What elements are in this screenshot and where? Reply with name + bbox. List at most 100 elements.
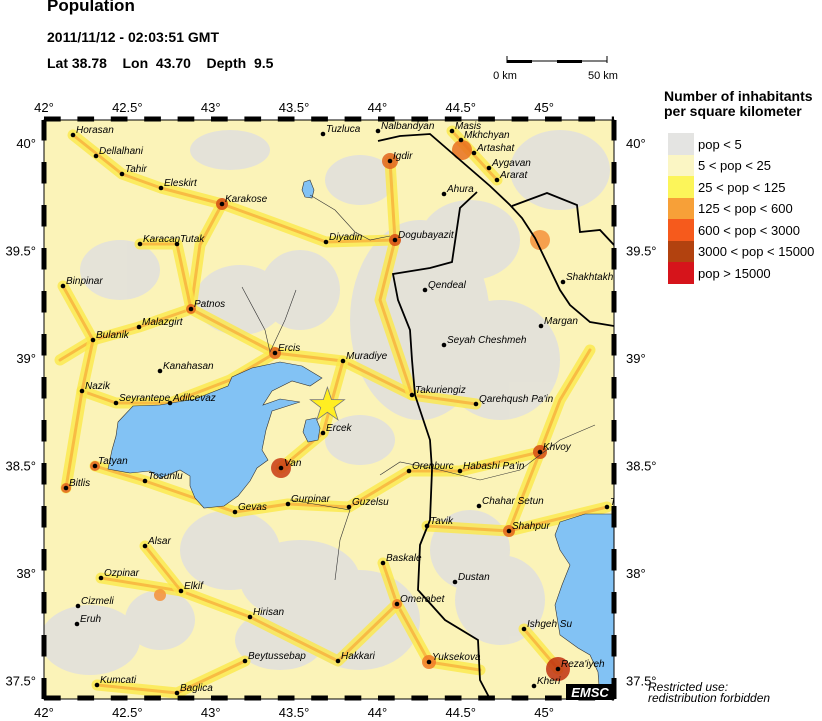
lat-tick-label-left: 40° — [16, 136, 36, 151]
city-dot-icon — [555, 666, 561, 672]
svg-text:EMSC: EMSC — [571, 685, 609, 700]
city-name: Shahpur — [512, 521, 550, 532]
city-dot-icon — [471, 150, 477, 156]
city-marker: Guzelsu — [346, 497, 389, 510]
city-name: Seyah Cheshmeh — [447, 335, 527, 346]
city-marker: Aygavan — [486, 158, 531, 171]
city-name: Binpinar — [66, 276, 103, 287]
city-dot-icon — [452, 579, 458, 585]
lat-tick-label-right: 37.5° — [626, 674, 657, 689]
city-marker: Artashat — [471, 143, 515, 156]
legend-label: pop < 5 — [698, 136, 742, 152]
city-dot-icon — [272, 350, 278, 356]
axis-labels: 42° 42° 42.5° 42.5° 43° 43° 43.5° 43.5° 44° 44° 44… — [5, 100, 656, 720]
epicenter-star-icon — [309, 386, 346, 421]
city-dot-icon — [473, 401, 479, 407]
city-dot-icon — [406, 468, 412, 474]
city-dot-icon — [486, 165, 492, 171]
city-marker: Nalbandyan — [375, 121, 435, 134]
city-marker: Malazgirt — [136, 317, 184, 330]
city-name: Nalbandyan — [381, 121, 435, 132]
city-dot-icon — [320, 430, 326, 436]
city-marker: Tosunlu — [142, 471, 183, 484]
city-marker: Orenburc — [406, 461, 454, 474]
city-name: Dustan — [458, 572, 490, 583]
city-dot-icon — [560, 279, 566, 285]
city-dot-icon — [158, 185, 164, 191]
city-dot-icon — [136, 324, 142, 330]
city-dot-icon — [375, 128, 381, 134]
city-name: Khvoy — [543, 442, 572, 453]
city-name: Ahura — [446, 184, 474, 195]
city-marker: Mkhchyan — [458, 130, 510, 143]
city-dot-icon — [538, 323, 544, 329]
city-dot-icon — [94, 682, 100, 688]
city-name: Tosunlu — [148, 471, 183, 482]
city-dot-icon — [174, 690, 180, 696]
city-dot-icon — [394, 601, 400, 607]
city-marker: Qendeal — [422, 280, 467, 293]
city-dot-icon — [521, 626, 527, 632]
city-marker: Tatyan — [92, 456, 128, 469]
city-dot-icon — [93, 153, 99, 159]
city-name: Dellalhani — [99, 146, 144, 157]
city-marker: Van — [278, 458, 302, 471]
emsc-logo: EMSC — [566, 684, 614, 700]
city-dot-icon — [90, 337, 96, 343]
city-dot-icon — [137, 241, 143, 247]
lake-urmia — [554, 513, 614, 699]
city-name: Diyadin — [329, 232, 363, 243]
city-marker: Karakose — [219, 194, 268, 207]
lat-tick-label-left: 39° — [16, 351, 36, 366]
legend-label: 25 < pop < 125 — [698, 179, 786, 195]
lon-tick-label-bottom: 43° — [201, 705, 221, 720]
city-marker: Cizmeli — [75, 596, 115, 609]
legend-swatch — [668, 240, 694, 263]
city-name: Yuksekova — [432, 652, 481, 663]
city-dot-icon — [232, 509, 238, 515]
city-name: Van — [284, 458, 302, 469]
event-datetime: 2011/11/12 - 02:03:51 GMT — [47, 29, 219, 45]
legend-item: pop < 5 — [668, 133, 742, 155]
city-dot-icon — [537, 449, 543, 455]
city-dot-icon — [113, 400, 119, 406]
legend-swatch — [668, 219, 694, 241]
usage-note-line1: Restricted use: — [648, 680, 729, 694]
city-dot-icon — [242, 658, 248, 664]
legend-label: 125 < pop < 600 — [698, 201, 793, 216]
city-dot-icon — [157, 368, 163, 374]
legend-item: 5 < pop < 25 — [668, 154, 772, 177]
city-dot-icon — [142, 543, 148, 549]
lat-tick-label-right: 38° — [626, 566, 646, 581]
map-title: Population — [47, 0, 135, 15]
city-name: Ararat — [499, 170, 528, 181]
lat-tick-label-left: 38.5° — [5, 459, 36, 474]
city-marker: Ercis — [272, 343, 300, 356]
city-marker: Shakhtakht — [560, 272, 614, 285]
city-name: Takuriengiz — [415, 385, 466, 396]
lake-ercek — [302, 417, 321, 443]
city-dot-icon — [387, 158, 393, 164]
city-dot-icon — [449, 128, 455, 134]
city-name: Bitlis — [69, 478, 90, 489]
city-marker: Chahar Setun — [476, 496, 544, 509]
legend-label: 5 < pop < 25 — [698, 158, 772, 173]
city-marker: Kheri — [531, 676, 561, 689]
legend-label: 3000 < pop < 15000 — [698, 244, 815, 259]
lon-tick-label-top: 43° — [201, 100, 221, 115]
city-marker: Nazik — [79, 381, 111, 394]
city-marker: Yuksekova — [426, 652, 481, 665]
lat-tick-label-right: 39° — [626, 351, 646, 366]
city-dot-icon — [323, 239, 329, 245]
svg-text:0 km: 0 km — [493, 70, 517, 82]
city-name: Ozpinar — [104, 568, 140, 579]
lat-tick-label-left: 37.5° — [5, 674, 36, 689]
city-name: Patnos — [194, 299, 225, 310]
city-marker: Elkif — [178, 581, 204, 594]
city-name: Qendeal — [428, 280, 467, 291]
legend-label: 600 < pop < 3000 — [698, 222, 800, 238]
usage-note-line2: redistribution forbidden — [648, 691, 771, 705]
city-name: Seyrantepe — [119, 393, 171, 404]
city-name: Karakose — [225, 194, 268, 205]
